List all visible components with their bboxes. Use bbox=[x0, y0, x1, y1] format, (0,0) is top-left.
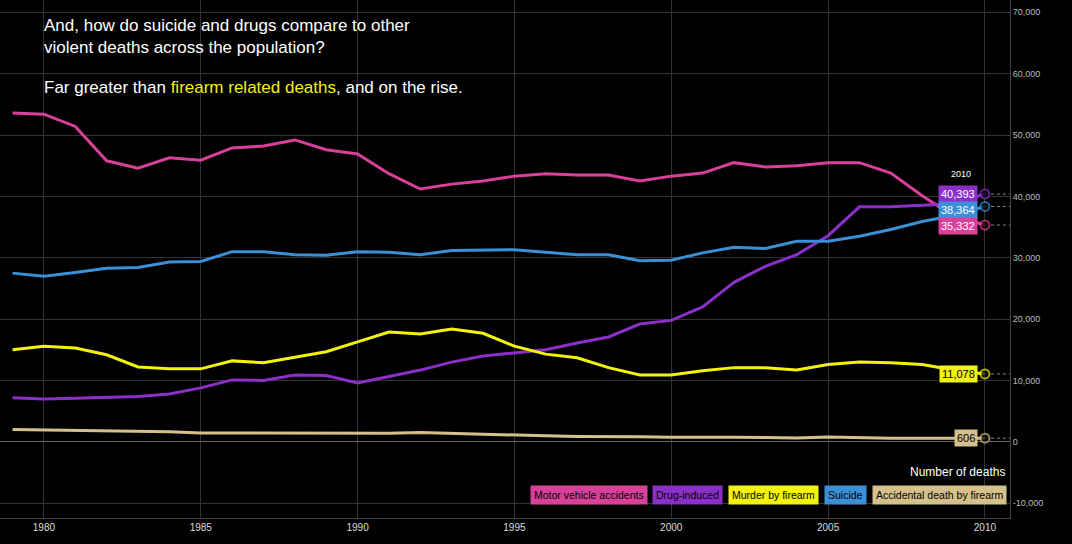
svg-text:Far greater than firearm relat: Far greater than firearm related deaths,… bbox=[44, 78, 463, 97]
svg-text:35,332: 35,332 bbox=[941, 220, 975, 232]
svg-text:1990: 1990 bbox=[346, 522, 369, 533]
svg-text:Number of deaths: Number of deaths bbox=[910, 465, 1005, 479]
svg-text:10,000: 10,000 bbox=[1013, 376, 1041, 386]
svg-text:Suicide: Suicide bbox=[828, 489, 863, 501]
svg-text:Accidental death by firearm: Accidental death by firearm bbox=[876, 489, 1003, 501]
svg-text:40,393: 40,393 bbox=[941, 188, 975, 200]
svg-text:-10,000: -10,000 bbox=[1013, 498, 1044, 508]
svg-text:And, how do suicide and drugs: And, how do suicide and drugs compare to… bbox=[44, 16, 410, 57]
svg-text:Drug-induced: Drug-induced bbox=[656, 489, 719, 501]
svg-text:Murder by firearm: Murder by firearm bbox=[732, 489, 815, 501]
svg-text:606: 606 bbox=[957, 432, 975, 444]
svg-text:20,000: 20,000 bbox=[1013, 314, 1041, 324]
svg-text:60,000: 60,000 bbox=[1013, 69, 1041, 79]
svg-text:Motor vehicle accidents: Motor vehicle accidents bbox=[534, 489, 644, 501]
svg-text:38,364: 38,364 bbox=[941, 204, 975, 216]
svg-text:2010: 2010 bbox=[951, 169, 971, 179]
svg-text:1980: 1980 bbox=[33, 522, 56, 533]
svg-text:40,000: 40,000 bbox=[1013, 192, 1041, 202]
svg-text:1995: 1995 bbox=[503, 522, 526, 533]
svg-text:70,000: 70,000 bbox=[1013, 7, 1041, 17]
svg-text:2005: 2005 bbox=[817, 522, 840, 533]
svg-text:2000: 2000 bbox=[660, 522, 683, 533]
svg-text:0: 0 bbox=[1013, 437, 1018, 447]
svg-text:1985: 1985 bbox=[190, 522, 213, 533]
svg-text:30,000: 30,000 bbox=[1013, 253, 1041, 263]
svg-text:50,000: 50,000 bbox=[1013, 130, 1041, 140]
svg-text:2010: 2010 bbox=[974, 522, 997, 533]
svg-text:11,078: 11,078 bbox=[942, 368, 975, 380]
